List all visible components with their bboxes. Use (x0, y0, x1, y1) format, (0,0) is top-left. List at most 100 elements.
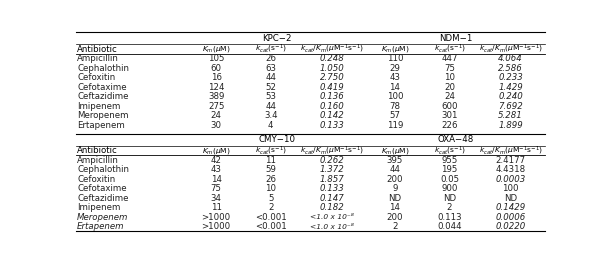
Text: 395: 395 (387, 156, 403, 165)
Text: Ceftazidime: Ceftazidime (77, 194, 128, 203)
Text: 59: 59 (265, 165, 276, 174)
Text: 75: 75 (211, 184, 222, 193)
Text: 44: 44 (390, 165, 401, 174)
Text: 16: 16 (211, 73, 222, 82)
Text: 1.372: 1.372 (319, 165, 344, 174)
Text: 63: 63 (265, 64, 276, 73)
Text: $k_{cat}$(s$^{-1}$): $k_{cat}$(s$^{-1}$) (433, 144, 465, 157)
Text: $K_m$($\mu$M): $K_m$($\mu$M) (381, 44, 409, 54)
Text: 2.586: 2.586 (498, 64, 523, 73)
Text: $k_{cat}/K_m$($\mu$M$^{-1}$s$^{-1}$): $k_{cat}/K_m$($\mu$M$^{-1}$s$^{-1}$) (300, 43, 364, 55)
Text: 9: 9 (392, 184, 398, 193)
Text: 226: 226 (441, 121, 458, 130)
Text: 57: 57 (390, 111, 401, 120)
Text: 100: 100 (387, 92, 403, 101)
Text: 275: 275 (208, 102, 224, 111)
Text: Antibiotic: Antibiotic (77, 45, 118, 54)
Text: 200: 200 (387, 175, 403, 184)
Text: Ampicillin: Ampicillin (77, 156, 119, 165)
Text: 11: 11 (211, 203, 222, 212)
Text: CMY−10: CMY−10 (259, 135, 296, 144)
Text: 0.160: 0.160 (319, 102, 344, 111)
Text: ND: ND (388, 194, 401, 203)
Text: Cefotaxime: Cefotaxime (77, 83, 127, 92)
Text: 0.142: 0.142 (319, 111, 344, 120)
Text: 105: 105 (208, 54, 224, 63)
Text: 2: 2 (268, 203, 273, 212)
Text: $k_{cat}/K_m$($\mu$M$^{-1}$s$^{-1}$): $k_{cat}/K_m$($\mu$M$^{-1}$s$^{-1}$) (479, 144, 542, 157)
Text: 0.0220: 0.0220 (496, 222, 526, 231)
Text: $k_{cat}$(s$^{-1}$): $k_{cat}$(s$^{-1}$) (255, 43, 287, 55)
Text: 200: 200 (387, 212, 403, 222)
Text: Cefoxitin: Cefoxitin (77, 73, 115, 82)
Text: 44: 44 (265, 73, 276, 82)
Text: 0.113: 0.113 (437, 212, 462, 222)
Text: 1.899: 1.899 (498, 121, 523, 130)
Text: 0.182: 0.182 (319, 203, 344, 212)
Text: $k_{cat}$(s$^{-1}$): $k_{cat}$(s$^{-1}$) (255, 144, 287, 157)
Text: 4.4318: 4.4318 (496, 165, 525, 174)
Text: 955: 955 (441, 156, 458, 165)
Text: 119: 119 (387, 121, 403, 130)
Text: 52: 52 (265, 83, 276, 92)
Text: 2: 2 (447, 203, 452, 212)
Text: Cefoxitin: Cefoxitin (77, 175, 115, 184)
Text: 0.136: 0.136 (319, 92, 344, 101)
Text: 7.692: 7.692 (498, 102, 523, 111)
Text: 0.0006: 0.0006 (496, 212, 526, 222)
Text: Ertapenem: Ertapenem (77, 121, 125, 130)
Text: 11: 11 (265, 156, 276, 165)
Text: 3.4: 3.4 (264, 111, 278, 120)
Text: 60: 60 (211, 64, 222, 73)
Text: 14: 14 (211, 175, 222, 184)
Text: 30: 30 (211, 121, 222, 130)
Text: 24: 24 (211, 111, 222, 120)
Text: 34: 34 (211, 194, 222, 203)
Text: Cephalothin: Cephalothin (77, 165, 129, 174)
Text: 43: 43 (390, 73, 401, 82)
Text: 0.0003: 0.0003 (496, 175, 526, 184)
Text: 5.281: 5.281 (498, 111, 523, 120)
Text: 4.064: 4.064 (498, 54, 523, 63)
Text: $k_{cat}$(s$^{-1}$): $k_{cat}$(s$^{-1}$) (433, 43, 465, 55)
Text: ND: ND (443, 194, 456, 203)
Text: 124: 124 (208, 83, 224, 92)
Text: 10: 10 (444, 73, 455, 82)
Text: ND: ND (504, 194, 517, 203)
Text: 14: 14 (390, 83, 401, 92)
Text: 44: 44 (265, 102, 276, 111)
Text: 42: 42 (211, 156, 222, 165)
Text: Meropenem: Meropenem (77, 212, 128, 222)
Text: 600: 600 (441, 102, 458, 111)
Text: 0.419: 0.419 (319, 83, 344, 92)
Text: 0.133: 0.133 (319, 184, 344, 193)
Text: 2: 2 (392, 222, 398, 231)
Text: Ampicillin: Ampicillin (77, 54, 119, 63)
Text: Cephalothin: Cephalothin (77, 64, 129, 73)
Text: $K_m$($\mu$M): $K_m$($\mu$M) (202, 146, 230, 156)
Text: 0.05: 0.05 (440, 175, 459, 184)
Text: <1.0 x 10⁻⁸: <1.0 x 10⁻⁸ (310, 214, 354, 220)
Text: <0.001: <0.001 (255, 222, 287, 231)
Text: 14: 14 (390, 203, 401, 212)
Text: 5: 5 (268, 194, 273, 203)
Text: $K_m$($\mu$M): $K_m$($\mu$M) (381, 146, 409, 156)
Text: Meropenem: Meropenem (77, 111, 128, 120)
Text: Cefotaxime: Cefotaxime (77, 184, 127, 193)
Text: Ertapenem: Ertapenem (77, 222, 125, 231)
Text: 78: 78 (390, 102, 401, 111)
Text: $k_{cat}/K_m$($\mu$M$^{-1}$s$^{-1}$): $k_{cat}/K_m$($\mu$M$^{-1}$s$^{-1}$) (479, 43, 542, 55)
Text: Imipenem: Imipenem (77, 203, 121, 212)
Text: 100: 100 (502, 184, 519, 193)
Text: Antibiotic: Antibiotic (77, 146, 118, 155)
Text: 389: 389 (208, 92, 224, 101)
Text: 10: 10 (265, 184, 276, 193)
Text: >1000: >1000 (202, 212, 231, 222)
Text: 26: 26 (265, 175, 276, 184)
Text: 0.1429: 0.1429 (496, 203, 526, 212)
Text: 26: 26 (265, 54, 276, 63)
Text: 0.044: 0.044 (437, 222, 462, 231)
Text: $K_m$($\mu$M): $K_m$($\mu$M) (202, 44, 230, 54)
Text: 1.857: 1.857 (319, 175, 344, 184)
Text: 29: 29 (390, 64, 401, 73)
